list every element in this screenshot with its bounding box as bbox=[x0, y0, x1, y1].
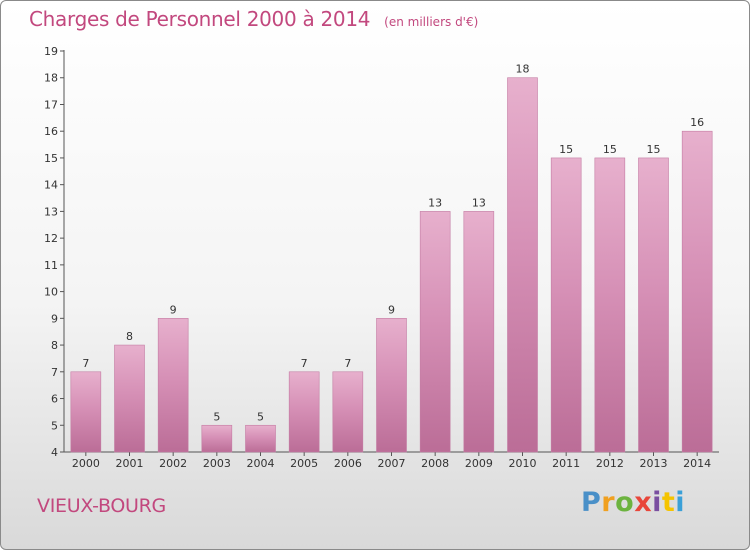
x-tick-label: 2011 bbox=[552, 457, 580, 470]
y-tick-label: 17 bbox=[44, 98, 58, 111]
y-tick-label: 16 bbox=[44, 125, 58, 138]
chart-title: Charges de Personnel 2000 à 2014 (en mill… bbox=[29, 7, 478, 31]
bar bbox=[638, 157, 669, 453]
bar-value-label: 15 bbox=[559, 143, 573, 156]
logo-letter: x bbox=[634, 487, 653, 518]
bar-value-label: 5 bbox=[257, 410, 264, 423]
bar bbox=[157, 318, 189, 453]
bar bbox=[463, 211, 495, 453]
bar bbox=[201, 424, 233, 453]
x-tick-label: 2005 bbox=[290, 457, 318, 470]
bar bbox=[245, 424, 276, 453]
bar bbox=[332, 371, 364, 453]
chart-data-labels: 7 8 9 5 5 7 7 9 13 13 18 15 15 15 16 bbox=[82, 63, 704, 424]
x-tick-label: 2003 bbox=[203, 457, 231, 470]
bar-value-label: 9 bbox=[170, 303, 177, 316]
y-tick-label: 10 bbox=[44, 286, 58, 299]
x-tick-label: 2004 bbox=[247, 457, 275, 470]
x-tick-label: 2002 bbox=[159, 457, 187, 470]
chart-axes: 4 5 6 7 8 9 10 11 12 13 14 15 16 17 18 19 2000 2001 2002 20… bbox=[44, 45, 719, 470]
logo-letter: i bbox=[652, 487, 662, 518]
x-tick-label: 2007 bbox=[378, 457, 406, 470]
chart-bars bbox=[70, 77, 713, 453]
y-tick-label: 19 bbox=[44, 45, 58, 58]
bar-value-label: 7 bbox=[344, 357, 351, 370]
logo-letter: P bbox=[581, 487, 602, 518]
commune-name: VIEUX-BOURG bbox=[37, 495, 166, 517]
bar-value-label: 7 bbox=[82, 357, 89, 370]
bar bbox=[114, 344, 145, 453]
y-tick-label: 5 bbox=[51, 419, 58, 432]
bar-value-label: 15 bbox=[603, 143, 617, 156]
y-tick-label: 8 bbox=[51, 339, 58, 352]
bar-value-label: 5 bbox=[213, 410, 220, 423]
bar bbox=[550, 157, 582, 453]
bar-value-label: 9 bbox=[388, 303, 395, 316]
bar-value-label: 15 bbox=[647, 143, 661, 156]
chart-subtitle: (en milliers d'€) bbox=[384, 15, 479, 29]
logo-letter: i bbox=[675, 487, 686, 518]
proxiti-logo: Proxiti bbox=[581, 487, 685, 518]
bar bbox=[70, 371, 102, 453]
y-tick-label: 15 bbox=[44, 152, 58, 165]
logo-letter: o bbox=[615, 487, 635, 518]
x-tick-label: 2006 bbox=[334, 457, 362, 470]
x-tick-label: 2000 bbox=[72, 457, 100, 470]
x-tick-label: 2001 bbox=[116, 457, 144, 470]
y-tick-label: 18 bbox=[44, 72, 58, 85]
bar bbox=[288, 371, 320, 453]
bar bbox=[507, 77, 538, 453]
y-tick-label: 14 bbox=[44, 179, 58, 192]
bar-value-label: 16 bbox=[690, 116, 704, 129]
x-tick-label: 2012 bbox=[596, 457, 624, 470]
y-tick-label: 9 bbox=[51, 312, 58, 325]
y-tick-label: 11 bbox=[44, 259, 58, 272]
bar bbox=[681, 130, 713, 453]
bar bbox=[594, 157, 626, 453]
bar-value-label: 13 bbox=[472, 196, 486, 209]
bar-value-label: 7 bbox=[301, 357, 308, 370]
x-tick-label: 2013 bbox=[640, 457, 668, 470]
bar-value-label: 13 bbox=[428, 196, 442, 209]
x-tick-label: 2009 bbox=[465, 457, 493, 470]
bar-value-label: 18 bbox=[516, 63, 530, 76]
chart-title-text: Charges de Personnel 2000 à 2014 bbox=[29, 7, 371, 31]
bar-value-label: 8 bbox=[126, 330, 133, 343]
logo-letter: t bbox=[661, 487, 676, 518]
x-tick-label: 2014 bbox=[683, 457, 711, 470]
logo-letter: r bbox=[601, 487, 616, 518]
y-tick-label: 7 bbox=[51, 366, 58, 379]
bar bbox=[419, 211, 451, 453]
x-tick-label: 2008 bbox=[421, 457, 449, 470]
x-tick-label: 2010 bbox=[509, 457, 537, 470]
bar bbox=[376, 318, 407, 453]
y-tick-label: 13 bbox=[44, 205, 58, 218]
y-tick-label: 6 bbox=[51, 393, 58, 406]
y-tick-label: 12 bbox=[44, 232, 58, 245]
y-tick-label: 4 bbox=[51, 446, 58, 459]
